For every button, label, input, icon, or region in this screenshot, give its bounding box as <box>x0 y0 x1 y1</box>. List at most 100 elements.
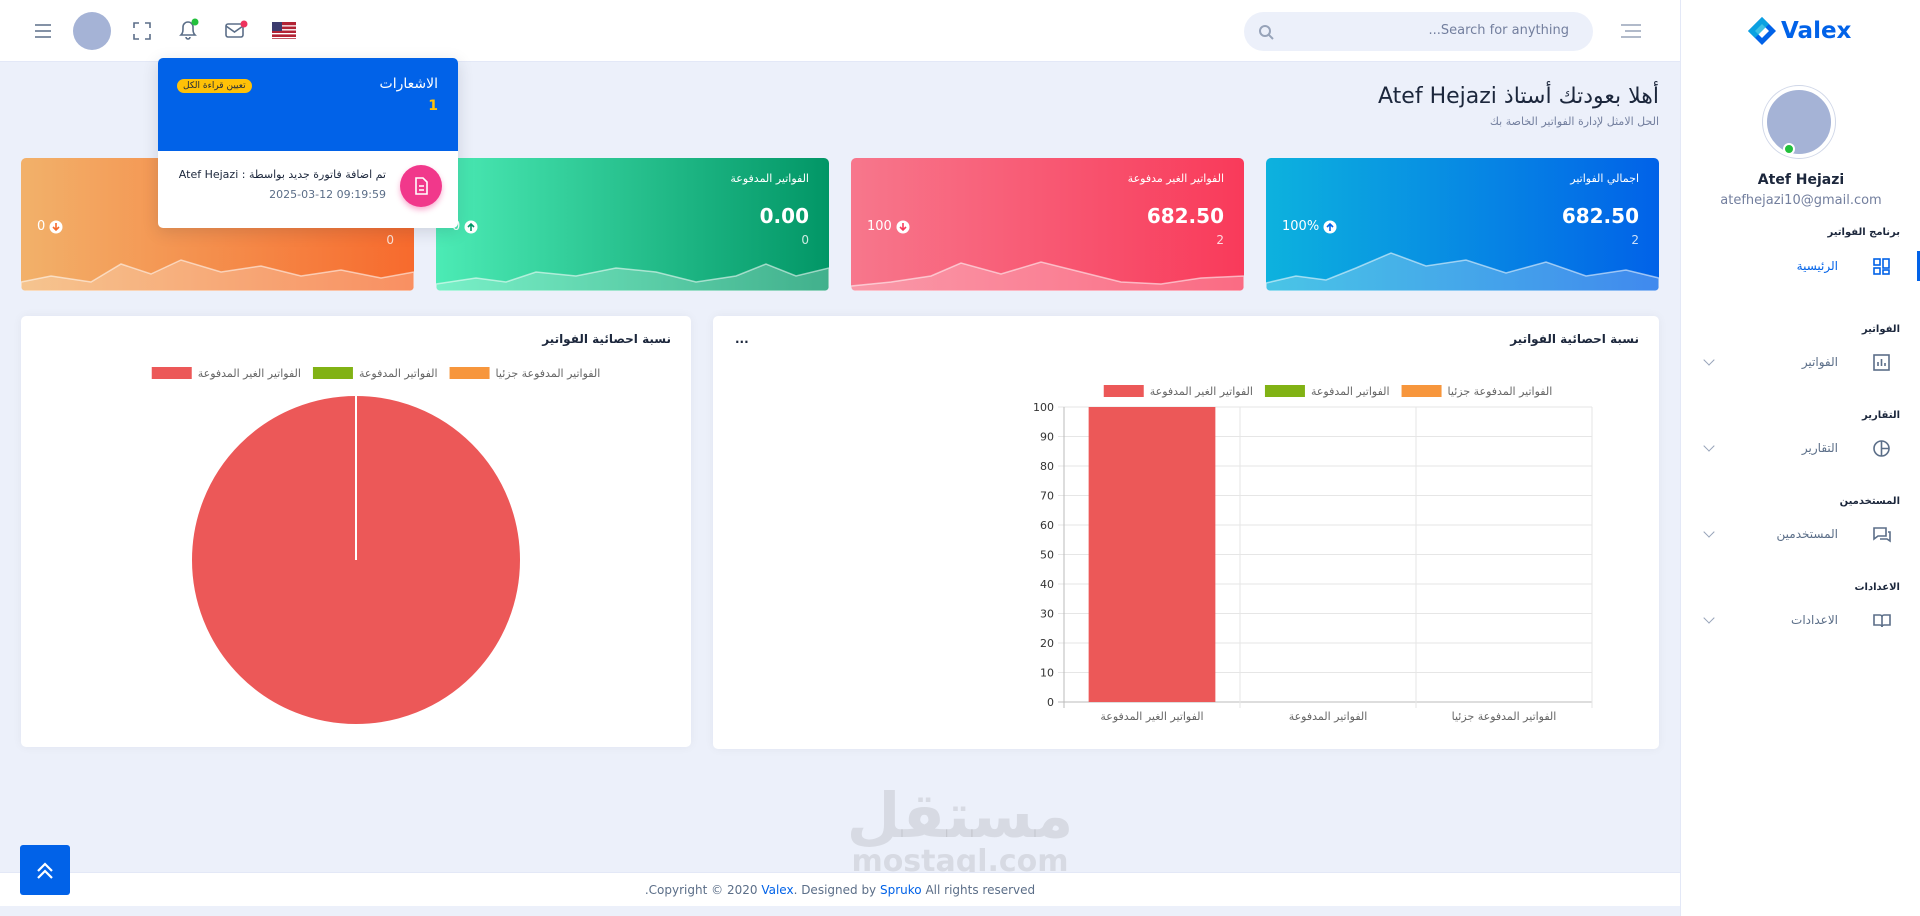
sparkline-area <box>436 263 829 291</box>
y-tick-label: 80 <box>1040 460 1054 473</box>
y-tick-label: 30 <box>1040 608 1054 621</box>
menu-heading: برنامج الفواتير <box>1827 227 1901 238</box>
notification-header: الاشعارات 1 تعيين قراءة الكل <box>158 58 458 151</box>
bar-panel: نسبة احصائية الفواتير... الفواتير الغير ا… <box>713 316 1659 749</box>
card-value: 682.50 <box>1561 204 1639 228</box>
pie-panel: نسبة احصائية الفواتير الفواتير الغير المد… <box>21 316 691 747</box>
card-value: 682.50 <box>1146 204 1224 228</box>
y-tick-label: 90 <box>1040 431 1054 444</box>
search-box[interactable]: ...Search for anything <box>1244 12 1593 51</box>
x-tick-label: الفواتير المدفوعة جزئيا <box>1452 710 1557 723</box>
legend-label: الفواتير الغير المدفوعة <box>1150 385 1253 398</box>
fullscreen[interactable] <box>133 22 151 40</box>
card-change: 100 <box>867 219 910 234</box>
chart-title: نسبة احصائية الفواتير <box>541 332 671 347</box>
brand-logo <box>1748 17 1776 45</box>
menu-heading: الاعدادات <box>1854 582 1900 593</box>
welcome-subtitle: الحل الامثل لإدارة الفواتير الخاصة بك <box>1489 115 1659 128</box>
legend-label: الفواتير الغير المدفوعة <box>198 367 301 380</box>
sidebar: Valex Atef Hejazi atefhejazi10@gmail.com… <box>1680 0 1920 916</box>
legend-swatch <box>312 367 353 379</box>
y-tick-label: 20 <box>1040 637 1054 650</box>
legend-label: الفواتير المدفوعة <box>1311 385 1390 398</box>
legend-swatch <box>449 367 490 379</box>
card-count: 0 <box>386 233 394 247</box>
chevron <box>1703 440 1715 452</box>
legend-label: الفواتير المدفوعة جزئيا <box>496 367 601 380</box>
notification-time: 2025-03-12 09:19:59 <box>269 188 386 201</box>
stat-card: الفواتير الغير مدفوعة 682.50 2 100 <box>851 158 1244 291</box>
brand[interactable]: Valex <box>1747 14 1851 48</box>
menu-heading: الفواتير <box>1861 324 1900 335</box>
sparkline <box>21 259 414 291</box>
y-tick-label: 70 <box>1040 490 1054 503</box>
y-tick-label: 100 <box>1033 401 1054 414</box>
change-arrow <box>464 220 478 233</box>
menu-icon <box>1873 527 1891 543</box>
x-tick-label: الفواتير الغير المدفوعة <box>1100 710 1203 723</box>
menu-item[interactable]: الاعدادات <box>1791 613 1838 627</box>
flag[interactable] <box>272 22 296 39</box>
card-title: الفواتير المدفوعة <box>730 172 809 185</box>
header: ...Search for anything <box>0 0 1680 62</box>
sparkline <box>436 263 829 291</box>
card-value: 0.00 <box>759 204 809 228</box>
menu-heading: المستخدمين <box>1839 496 1900 507</box>
footer-designed: . Designed by <box>793 883 877 897</box>
bell[interactable] <box>177 18 199 42</box>
mail[interactable] <box>224 20 248 40</box>
menu-item[interactable]: الفواتير <box>1801 355 1838 369</box>
chart-menu[interactable]: ... <box>735 332 749 346</box>
online-dot <box>1783 143 1795 155</box>
notification-text[interactable]: تم اضافة فاتورة جديد بواسطة : Atef Hejaz… <box>178 168 386 181</box>
sparkline-area <box>1266 252 1659 291</box>
pie-chart: نسبة احصائية الفواتير الفواتير الغير المد… <box>151 332 671 726</box>
notification-dropdown: الاشعارات 1 تعيين قراءة الكل تم اضافة فا… <box>158 58 458 228</box>
y-tick-label: 0 <box>1047 696 1054 709</box>
notification-icon <box>400 165 442 207</box>
change-arrow <box>1323 220 1337 233</box>
y-tick-label: 40 <box>1040 578 1054 591</box>
legend: الفواتير الغير المدفوعة الفواتير المدفوعة… <box>151 367 601 380</box>
chevron <box>1703 526 1715 538</box>
back-to-top[interactable] <box>20 845 70 895</box>
legend-swatch <box>1264 385 1305 397</box>
brand-name: Valex <box>1781 18 1852 44</box>
chevron <box>1703 354 1715 366</box>
search-placeholder: ...Search for anything <box>1428 23 1569 38</box>
sidebar-toggle[interactable] <box>1620 23 1642 39</box>
card-count: 2 <box>1631 233 1639 247</box>
profile-avatar <box>1763 86 1835 158</box>
watermark: مستقل mostaql.com <box>840 785 1080 877</box>
menu-item[interactable]: التقارير <box>1801 441 1838 455</box>
menu-item[interactable]: المستخدمين <box>1776 527 1838 541</box>
search-icon <box>1259 25 1274 40</box>
y-tick-label: 50 <box>1040 549 1054 562</box>
bar <box>1088 407 1216 702</box>
menu-item[interactable]: الرئيسية <box>1796 259 1838 273</box>
bar-chart: نسبة احصائية الفواتير... الفواتير الغير ا… <box>735 332 1639 723</box>
legend-swatch <box>1103 385 1144 397</box>
change-arrow <box>49 220 63 233</box>
legend-label: الفواتير المدفوعة <box>359 367 438 380</box>
chart-title: نسبة احصائية الفواتير <box>1509 332 1639 347</box>
footer-brand[interactable]: Valex <box>761 883 794 897</box>
footer-rights: All rights reserved <box>925 883 1036 897</box>
menu-toggle[interactable] <box>33 22 53 40</box>
legend-swatch <box>1401 385 1442 397</box>
card-change: 0 <box>37 219 63 234</box>
avatar[interactable] <box>73 12 111 50</box>
active-bar <box>1917 251 1920 281</box>
mark-all-read[interactable]: تعيين قراءة الكل <box>177 79 252 93</box>
card-change-value: 100% <box>1282 219 1320 234</box>
sparkline <box>851 261 1244 291</box>
footer: .Copyright © 2020 Valex. Designed by Spr… <box>0 872 1680 906</box>
legend-swatch <box>151 367 192 379</box>
card-count: 2 <box>1216 233 1224 247</box>
footer-copyright: .Copyright © 2020 <box>644 883 758 897</box>
stat-card: اجمالي الفواتير 682.50 2 100% <box>1266 158 1659 291</box>
footer-company[interactable]: Spruko <box>879 883 922 897</box>
menu-icon <box>1873 614 1891 628</box>
menu-icon <box>1873 354 1890 371</box>
notification-count: 1 <box>428 98 438 114</box>
